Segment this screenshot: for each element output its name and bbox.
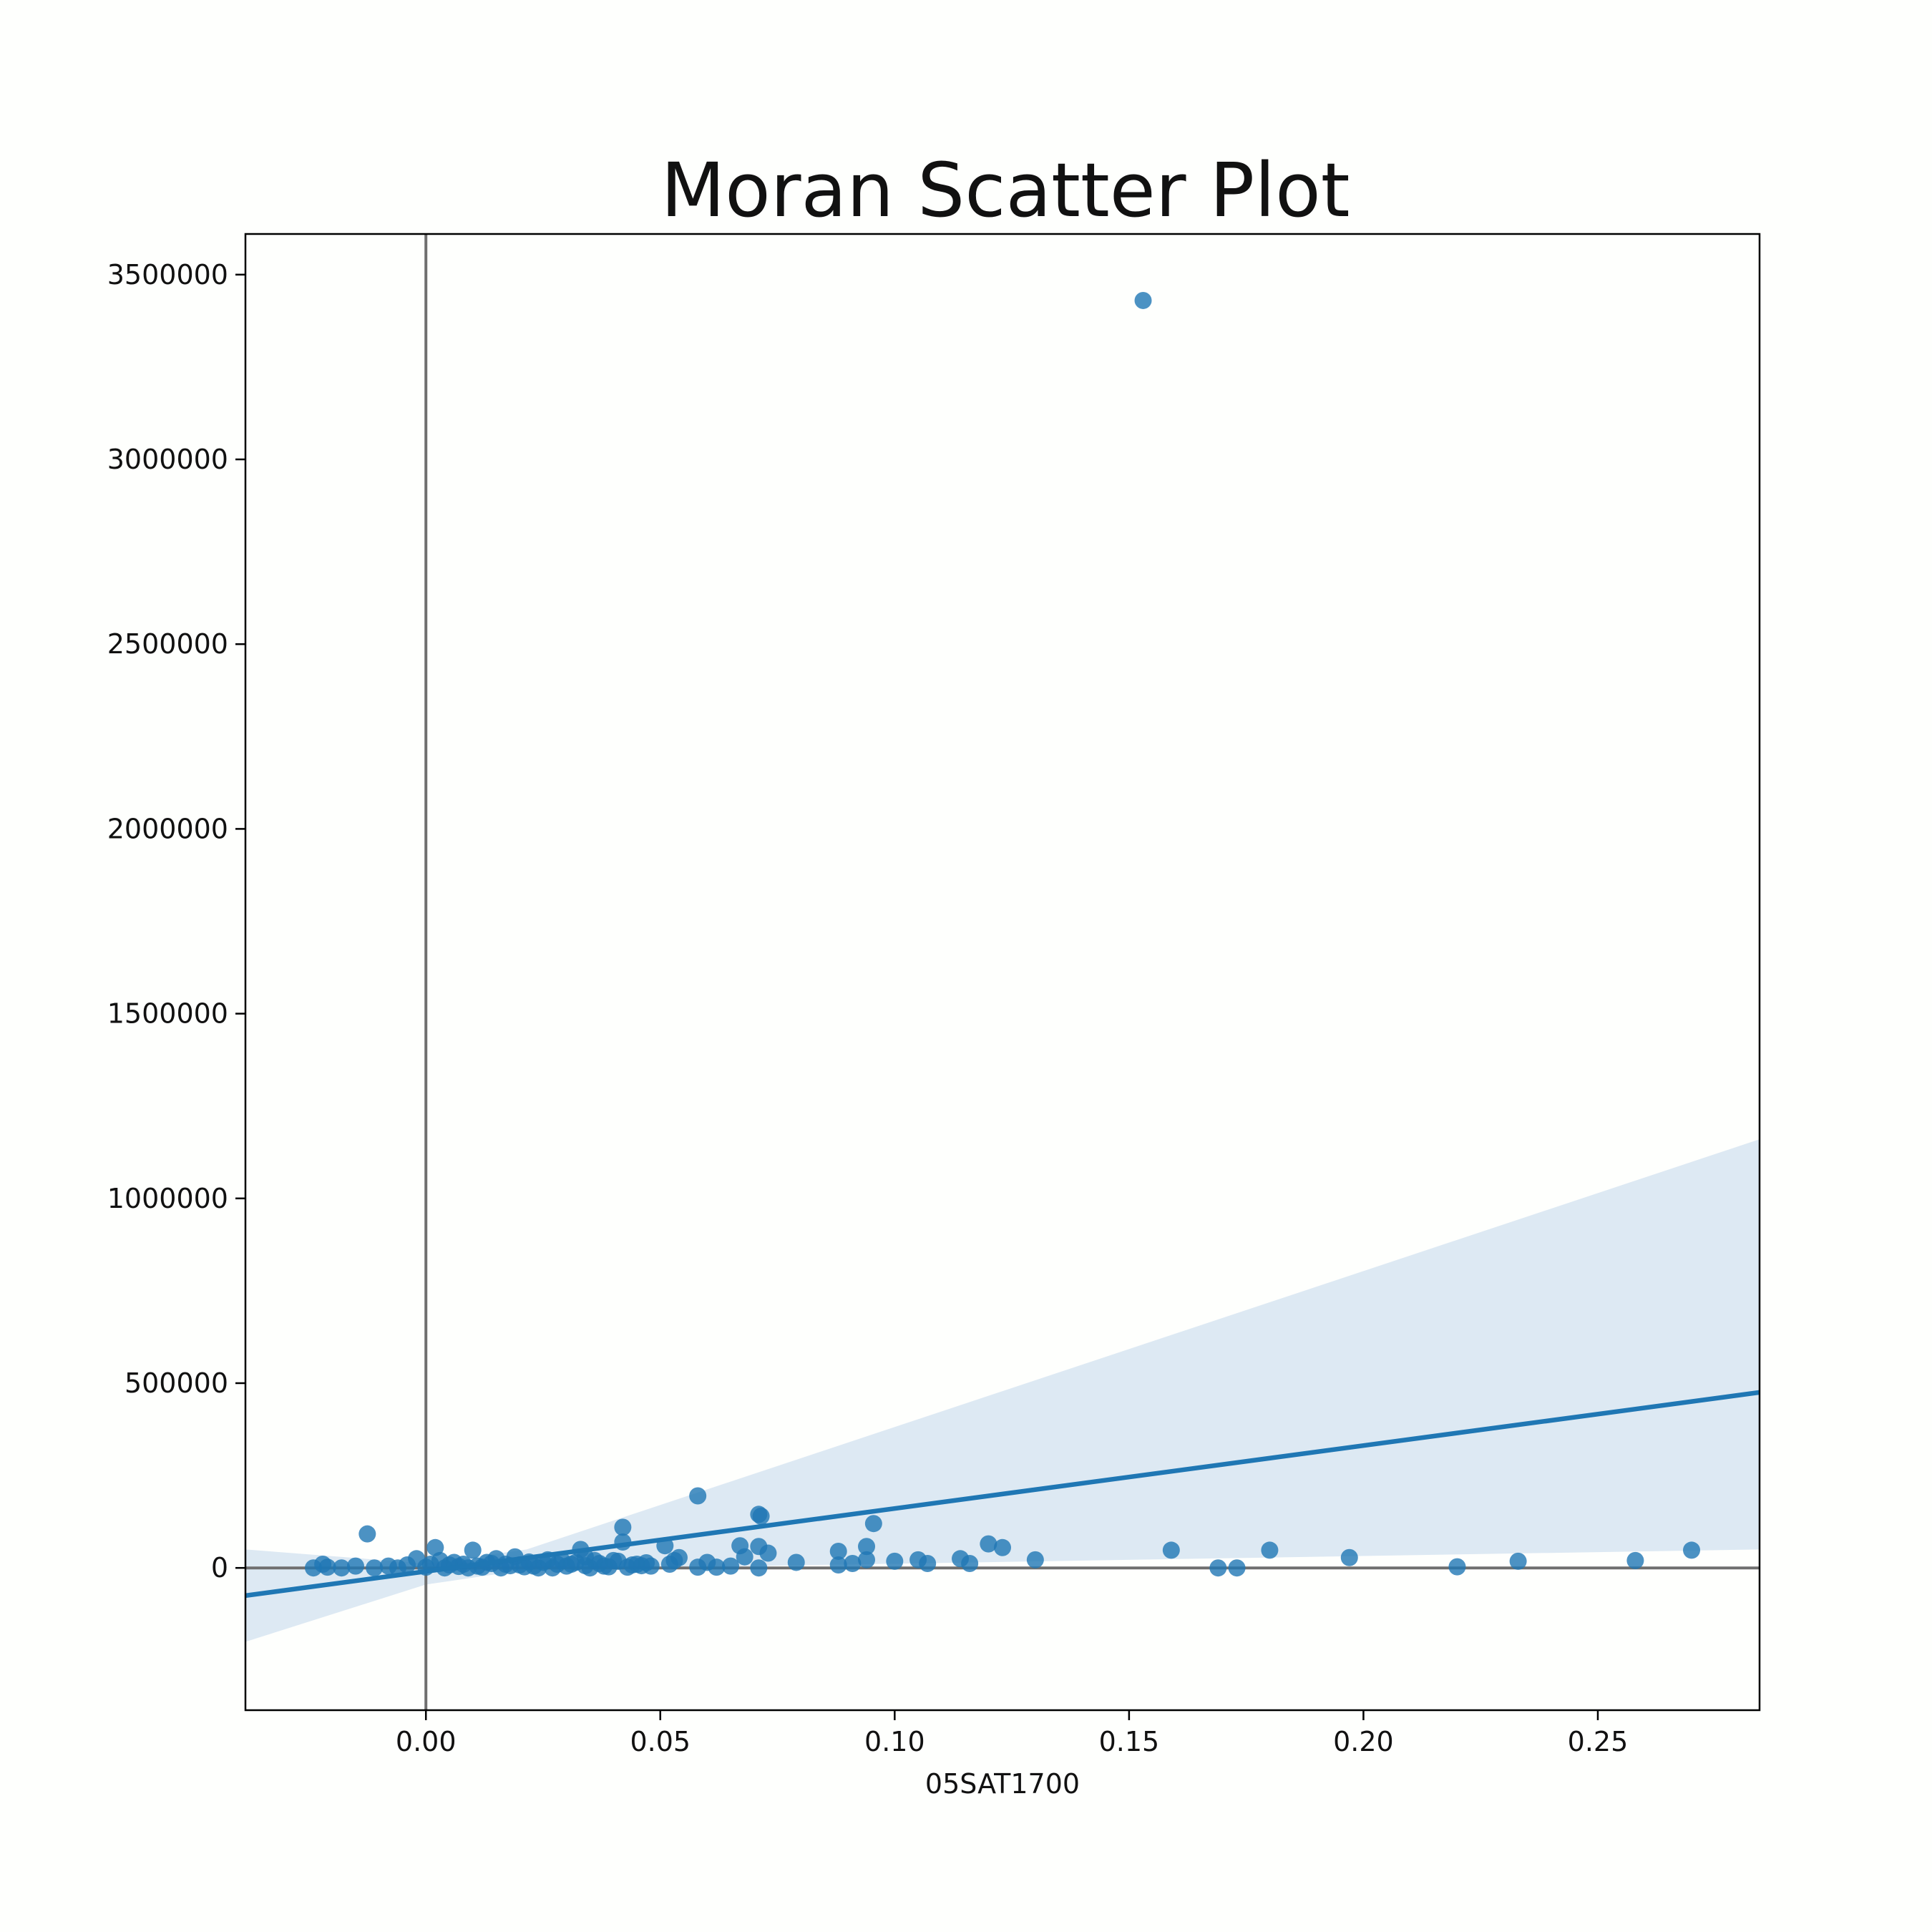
data-point <box>1162 1541 1180 1559</box>
y-tick-label: 500000 <box>125 1367 228 1399</box>
data-point <box>787 1553 805 1571</box>
data-point <box>614 1518 632 1536</box>
y-tick-label: 2000000 <box>107 813 228 844</box>
x-tick-label: 0.05 <box>630 1726 691 1757</box>
data-point <box>829 1542 847 1560</box>
data-point <box>864 1515 882 1533</box>
data-point <box>689 1487 707 1505</box>
axes: 0.00 0.05 0.10 0.15 0.20 0.25 0 500000 1000000 15… <box>107 259 1629 1757</box>
x-tick-label: 0.25 <box>1568 1726 1629 1757</box>
data-point <box>1261 1541 1279 1559</box>
data-point <box>844 1554 862 1572</box>
data-point <box>665 1551 683 1569</box>
data-point <box>752 1507 770 1525</box>
y-tick-label: 1500000 <box>107 998 228 1030</box>
data-point <box>1340 1548 1358 1566</box>
data-point <box>1134 291 1152 309</box>
data-point <box>379 1557 397 1575</box>
data-point <box>366 1559 384 1577</box>
x-tick-label: 0.10 <box>864 1726 925 1757</box>
plot-area <box>245 234 1760 1710</box>
data-point <box>961 1554 979 1572</box>
x-tick-label: 0.20 <box>1333 1726 1394 1757</box>
data-point <box>994 1538 1011 1556</box>
data-point <box>1683 1541 1701 1559</box>
x-tick-label: 0.00 <box>396 1726 457 1757</box>
data-point <box>1448 1558 1466 1576</box>
plot-frame <box>244 233 1761 1712</box>
data-point <box>576 1557 594 1575</box>
x-axis-label: 05SAT1700 <box>925 1768 1080 1800</box>
data-point <box>1626 1551 1644 1569</box>
data-point <box>722 1557 740 1575</box>
data-point <box>346 1557 364 1575</box>
data-point <box>759 1544 777 1562</box>
data-point <box>1209 1559 1227 1577</box>
data-point <box>919 1554 937 1572</box>
data-point <box>829 1556 847 1574</box>
data-point <box>304 1559 322 1577</box>
data-point <box>333 1559 351 1577</box>
data-point <box>638 1553 655 1571</box>
data-point <box>750 1559 768 1577</box>
data-point <box>1026 1551 1044 1568</box>
data-point <box>1228 1559 1246 1577</box>
regression-line <box>245 1390 1760 1599</box>
y-tick-label: 1000000 <box>107 1183 228 1214</box>
data-point <box>609 1552 627 1570</box>
data-point <box>980 1535 997 1553</box>
data-point <box>426 1538 444 1556</box>
data-point <box>515 1558 533 1576</box>
data-point <box>358 1525 376 1543</box>
data-point <box>858 1538 876 1556</box>
data-point <box>1509 1552 1527 1570</box>
data-point <box>858 1551 876 1568</box>
y-tick-label: 0 <box>211 1552 228 1584</box>
confidence-band <box>245 1139 1760 1642</box>
data-point <box>736 1548 753 1566</box>
y-tick-label: 3000000 <box>107 444 228 475</box>
y-tick-label: 2500000 <box>107 628 228 660</box>
x-tick-label: 0.15 <box>1099 1726 1160 1757</box>
data-point <box>689 1558 707 1576</box>
data-point <box>464 1541 482 1559</box>
chart-title: Moran Scatter Plot <box>660 147 1350 234</box>
data-point <box>886 1552 904 1570</box>
y-tick-label: 3500000 <box>107 259 228 291</box>
